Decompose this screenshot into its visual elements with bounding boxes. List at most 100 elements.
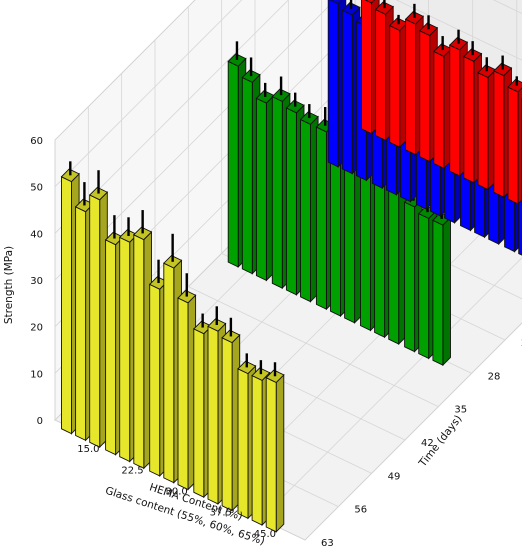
- bar-top: [88, 186, 109, 201]
- bar-front: [300, 118, 311, 303]
- bar: [177, 273, 197, 491]
- x-tick-label: 15.0: [77, 444, 99, 455]
- bar-front: [265, 376, 277, 533]
- bar-front: [327, 0, 339, 168]
- bar-front: [105, 239, 117, 456]
- bar-top: [237, 360, 257, 375]
- y-tick-label: 28: [488, 371, 501, 382]
- bar-front: [360, 156, 371, 332]
- z-tick-label: 20: [30, 323, 43, 334]
- bar-front: [61, 176, 72, 435]
- bar: [432, 209, 452, 367]
- bar-front: [374, 172, 386, 338]
- bar-side: [442, 216, 451, 367]
- bar-front: [507, 86, 519, 205]
- bar-front: [477, 71, 489, 191]
- y-tick-label: 35: [454, 405, 467, 416]
- z-tick-label: 40: [30, 229, 43, 240]
- bar-front: [449, 44, 461, 177]
- y-tick-label: 49: [388, 471, 401, 482]
- bar-top: [207, 318, 227, 332]
- bar: [221, 317, 241, 512]
- bar-front: [227, 60, 239, 268]
- bar-top: [299, 111, 319, 125]
- bar-front: [271, 95, 283, 289]
- grid-line-y: [188, 286, 439, 408]
- bar: [88, 170, 109, 449]
- y-tick-label: 56: [354, 505, 367, 516]
- bar-front: [237, 368, 249, 520]
- bar-front: [255, 97, 267, 282]
- grid-line-z: [54, 0, 196, 141]
- bars: [60, 0, 522, 533]
- bar: [255, 82, 275, 282]
- bar-front: [133, 234, 145, 470]
- bar-top: [418, 22, 439, 37]
- z-tick-label: 0: [37, 416, 43, 427]
- bar-front: [177, 297, 189, 491]
- x-tick-label: 30.0: [166, 486, 188, 497]
- bar: [433, 36, 453, 170]
- bar-top: [177, 289, 197, 304]
- z-tick-label: 60: [30, 136, 43, 147]
- bar-front: [433, 50, 445, 170]
- bar: [133, 210, 153, 470]
- grid-line-z: [54, 0, 289, 234]
- bar-top: [329, 0, 343, 5]
- bar-front: [285, 107, 297, 296]
- bar-front: [119, 236, 131, 463]
- bar-front: [193, 328, 205, 498]
- bar: [299, 104, 319, 303]
- bar-front: [493, 70, 505, 198]
- bar: [507, 76, 522, 205]
- bar-top: [265, 369, 285, 384]
- bar-front: [315, 126, 327, 310]
- y-tick-label: 42: [421, 438, 434, 449]
- bar-front: [388, 184, 400, 345]
- grid-line-x: [260, 257, 522, 520]
- bar-front: [149, 283, 161, 477]
- y-tick-label: 63: [321, 538, 334, 549]
- bar: [388, 14, 409, 149]
- bar-front: [419, 29, 431, 163]
- grid-line-z: [395, 0, 522, 61]
- bar-top: [60, 168, 80, 183]
- x-tick-label: 37.5: [210, 508, 232, 519]
- tick-labels: 010203040506015.022.530.037.545.052.5071…: [30, 136, 522, 549]
- bar-front: [341, 9, 353, 175]
- bar-front: [221, 337, 233, 512]
- bar: [477, 57, 497, 191]
- bar-front: [241, 76, 253, 275]
- bar-top: [507, 78, 522, 93]
- bar-front: [207, 325, 219, 505]
- grid-line-x: [304, 322, 522, 541]
- bar-front: [89, 194, 101, 448]
- z-tick-label: 50: [30, 183, 43, 194]
- bar-top: [364, 0, 376, 4]
- grid-line-z: [54, 0, 243, 187]
- bar-top: [341, 2, 361, 16]
- bar-side: [517, 87, 522, 205]
- bar-front: [375, 8, 387, 142]
- bar-front: [163, 262, 175, 484]
- bar-front: [405, 18, 417, 156]
- bar-front: [361, 0, 372, 135]
- bar-top: [448, 36, 469, 51]
- z-axis-label: Strength (MPa): [3, 246, 15, 324]
- bar-front: [75, 206, 87, 442]
- x-tick-label: 22.5: [121, 465, 143, 476]
- bar-front: [389, 24, 401, 148]
- bar-top: [271, 88, 291, 102]
- bar-front: [251, 374, 263, 526]
- bar-front: [418, 212, 430, 360]
- bar-front: [432, 219, 444, 366]
- z-tick-label: 10: [30, 369, 43, 380]
- bar-front: [463, 55, 475, 184]
- bar-front: [344, 153, 356, 324]
- z-tick-label: 30: [30, 276, 43, 287]
- bar-front: [404, 201, 416, 353]
- x-tick-label: 45.0: [254, 529, 276, 540]
- bar-side: [275, 373, 285, 533]
- bar: [265, 362, 285, 533]
